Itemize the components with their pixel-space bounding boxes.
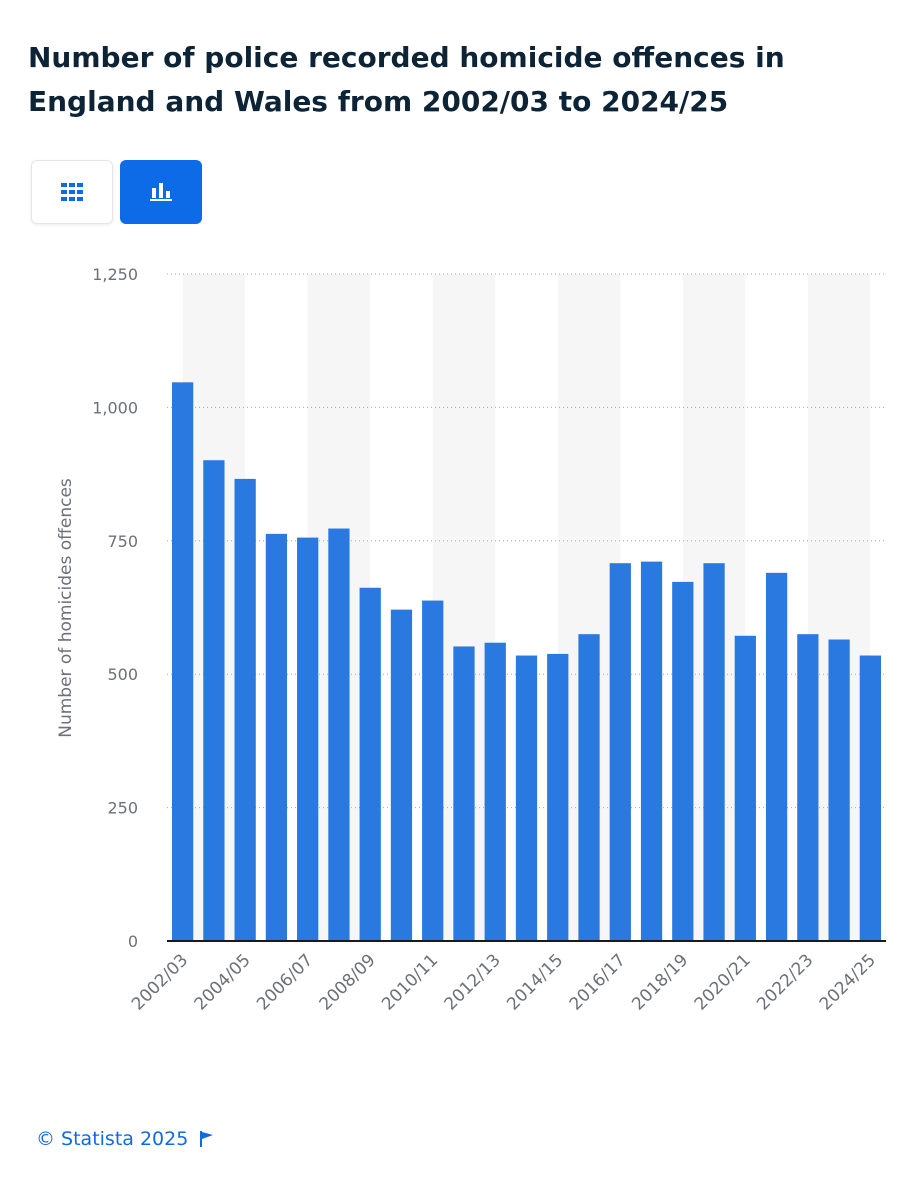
bar-2002-03[interactable] — [172, 382, 194, 941]
footer: © Statista 2025 — [36, 1128, 214, 1150]
bar-2023-24[interactable] — [828, 639, 850, 941]
flag-icon[interactable] — [200, 1131, 214, 1147]
y-axis-labels: 0 250 500 750 1,000 1,250 — [92, 265, 138, 951]
x-tick-label: 2012/13 — [441, 950, 505, 1014]
y-tick-label: 1,000 — [92, 398, 138, 417]
bar-2020-21[interactable] — [734, 635, 756, 941]
x-tick-label: 2014/15 — [503, 950, 567, 1014]
x-tick-label: 2018/19 — [628, 950, 692, 1014]
bar-2024-25[interactable] — [859, 655, 881, 941]
bar-2005-06[interactable] — [265, 533, 288, 941]
x-tick-label: 2006/07 — [253, 950, 317, 1014]
x-tick-label: 2022/23 — [753, 950, 817, 1014]
bar-2017-18[interactable] — [640, 561, 663, 941]
bar-2016-17[interactable] — [609, 563, 631, 941]
bar-2011-12[interactable] — [453, 646, 475, 941]
chart-view-button[interactable] — [120, 160, 202, 224]
grid-icon — [61, 183, 83, 201]
bar-2022-23[interactable] — [797, 634, 819, 941]
bar-2004-05[interactable] — [234, 478, 256, 941]
bar-2015-16[interactable] — [578, 634, 600, 941]
copyright-text[interactable]: © Statista 2025 — [36, 1128, 189, 1150]
bar-chart: 0 250 500 750 1,000 1,250 2002/032004/052006/… — [92, 265, 886, 1014]
table-view-button[interactable] — [31, 160, 113, 224]
bar-2006-07[interactable] — [297, 537, 319, 941]
bar-2018-19[interactable] — [672, 581, 694, 941]
bar-2012-13[interactable] — [484, 642, 506, 941]
y-tick-label: 500 — [107, 665, 138, 684]
x-tick-label: 2024/25 — [816, 950, 880, 1014]
bar-2003-04[interactable] — [203, 460, 225, 941]
bar-2021-22[interactable] — [765, 572, 788, 941]
x-tick-label: 2016/17 — [566, 950, 630, 1014]
x-tick-label: 2002/03 — [128, 950, 192, 1014]
x-tick-label: 2010/11 — [378, 950, 442, 1014]
x-tick-label: 2020/21 — [691, 950, 755, 1014]
bar-2014-15[interactable] — [547, 653, 569, 941]
bars — [172, 382, 881, 941]
bar-2010-11[interactable] — [422, 600, 444, 941]
y-tick-label: 0 — [128, 932, 138, 951]
bar-2019-20[interactable] — [703, 563, 725, 941]
y-tick-label: 750 — [107, 532, 138, 551]
x-tick-label: 2008/09 — [316, 950, 380, 1014]
bar-2008-09[interactable] — [359, 587, 381, 941]
bar-2013-14[interactable] — [515, 655, 538, 941]
y-tick-label: 250 — [107, 799, 138, 818]
bar-chart-icon — [150, 183, 172, 201]
x-axis-labels: 2002/032004/052006/072008/092010/112012/… — [128, 950, 880, 1014]
x-tick-label: 2004/05 — [191, 950, 255, 1014]
bar-2007-08[interactable] — [328, 528, 350, 941]
chart-title: Number of police recorded homicide offen… — [28, 41, 785, 118]
bar-2009-10[interactable] — [390, 609, 413, 941]
y-tick-label: 1,250 — [92, 265, 138, 284]
